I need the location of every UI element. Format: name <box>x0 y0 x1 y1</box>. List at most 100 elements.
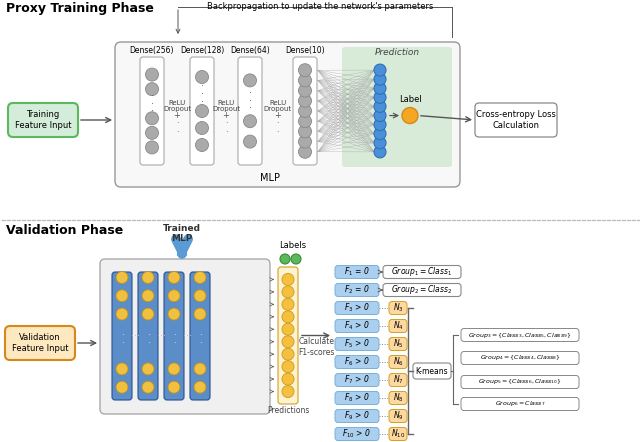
Text: $N_{3}$: $N_{3}$ <box>393 302 403 314</box>
Text: $Group_{2} = Class_{2}$: $Group_{2} = Class_{2}$ <box>391 283 452 297</box>
FancyBboxPatch shape <box>475 103 557 137</box>
Text: ·
·
·: · · · <box>248 88 252 114</box>
Circle shape <box>116 271 128 283</box>
Text: $Group_{1} = Class_{1}$: $Group_{1} = Class_{1}$ <box>391 266 452 278</box>
Circle shape <box>194 381 206 393</box>
Text: ·
·: · · <box>121 332 124 348</box>
FancyBboxPatch shape <box>335 320 379 332</box>
FancyBboxPatch shape <box>461 328 579 342</box>
Text: ·
·: · · <box>198 332 202 348</box>
Text: $F_{2}$ = 0: $F_{2}$ = 0 <box>344 284 370 296</box>
Text: Dense(128): Dense(128) <box>180 46 224 55</box>
Circle shape <box>243 74 257 87</box>
Text: $F_{8}$ > 0: $F_{8}$ > 0 <box>344 392 370 404</box>
Text: Validation Phase: Validation Phase <box>6 224 124 237</box>
Circle shape <box>116 308 128 320</box>
FancyBboxPatch shape <box>335 409 379 423</box>
Text: $F_{7}$ > 0: $F_{7}$ > 0 <box>344 374 370 386</box>
FancyBboxPatch shape <box>389 373 407 386</box>
Circle shape <box>243 115 257 128</box>
Text: ···: ··· <box>182 331 191 341</box>
Circle shape <box>374 82 386 94</box>
Circle shape <box>145 83 159 95</box>
Circle shape <box>194 271 206 283</box>
Circle shape <box>298 74 312 87</box>
Text: ·
·: · · <box>147 332 149 348</box>
FancyBboxPatch shape <box>389 320 407 332</box>
Text: $N_{5}$: $N_{5}$ <box>393 338 403 350</box>
FancyBboxPatch shape <box>335 338 379 351</box>
Circle shape <box>168 308 180 320</box>
Text: ·
·: · · <box>173 332 175 348</box>
Circle shape <box>116 290 128 302</box>
FancyBboxPatch shape <box>190 272 210 400</box>
Text: $F_{1}$ = 0: $F_{1}$ = 0 <box>344 266 370 278</box>
Text: $N_{9}$: $N_{9}$ <box>393 410 403 422</box>
Circle shape <box>282 336 294 348</box>
FancyBboxPatch shape <box>100 259 270 414</box>
FancyBboxPatch shape <box>389 427 407 441</box>
Text: $N_{10}$: $N_{10}$ <box>391 428 405 440</box>
Text: Dense(64): Dense(64) <box>230 46 270 55</box>
Text: $Group_4 = \{Class_4, Class_8\}$: $Group_4 = \{Class_4, Class_8\}$ <box>479 354 561 362</box>
Text: ·
·
·: · · · <box>200 81 204 107</box>
FancyBboxPatch shape <box>389 409 407 423</box>
FancyBboxPatch shape <box>389 338 407 351</box>
Circle shape <box>374 64 386 76</box>
Circle shape <box>195 104 209 118</box>
FancyBboxPatch shape <box>383 266 461 278</box>
Circle shape <box>142 308 154 320</box>
FancyBboxPatch shape <box>0 220 640 442</box>
FancyBboxPatch shape <box>413 363 451 379</box>
FancyBboxPatch shape <box>335 373 379 386</box>
Text: ReLU
Dropout: ReLU Dropout <box>264 100 292 112</box>
Text: $N_{4}$: $N_{4}$ <box>392 320 403 332</box>
Text: Label: Label <box>399 95 421 103</box>
Circle shape <box>168 381 180 393</box>
Circle shape <box>282 385 294 397</box>
Text: ·
·
·: · · · <box>150 91 154 116</box>
Circle shape <box>374 91 386 103</box>
Circle shape <box>374 128 386 140</box>
Text: $N_{6}$: $N_{6}$ <box>392 356 403 368</box>
Circle shape <box>374 100 386 112</box>
Circle shape <box>145 126 159 139</box>
Circle shape <box>374 110 386 122</box>
Circle shape <box>195 138 209 152</box>
FancyBboxPatch shape <box>335 355 379 369</box>
Circle shape <box>298 94 312 107</box>
FancyBboxPatch shape <box>335 301 379 315</box>
Text: Dense(256): Dense(256) <box>130 46 174 55</box>
Text: Backpropagation to update the network's parameters: Backpropagation to update the network's … <box>207 2 433 11</box>
FancyBboxPatch shape <box>461 397 579 411</box>
Circle shape <box>142 381 154 393</box>
Circle shape <box>298 64 312 77</box>
Text: $Group_3 = \{Class_3, Class_5, Class_9\}$: $Group_3 = \{Class_3, Class_5, Class_9\}… <box>468 331 572 339</box>
Text: +
·
·: + · · <box>223 110 229 137</box>
Circle shape <box>374 146 386 158</box>
FancyBboxPatch shape <box>389 301 407 315</box>
Text: $F_{6}$ > 0: $F_{6}$ > 0 <box>344 356 370 368</box>
Circle shape <box>168 363 180 375</box>
Circle shape <box>298 135 312 148</box>
FancyBboxPatch shape <box>461 351 579 365</box>
FancyBboxPatch shape <box>461 376 579 389</box>
Text: Dense(10): Dense(10) <box>285 46 325 55</box>
Text: ···: ··· <box>131 331 140 341</box>
Circle shape <box>280 254 290 264</box>
Text: $Group_6 = Class_7$: $Group_6 = Class_7$ <box>495 400 545 408</box>
Circle shape <box>282 311 294 323</box>
Text: Validation
Feature Input: Validation Feature Input <box>12 333 68 353</box>
Circle shape <box>195 122 209 134</box>
FancyBboxPatch shape <box>5 326 75 360</box>
Circle shape <box>116 381 128 393</box>
FancyBboxPatch shape <box>293 57 317 165</box>
Text: $F_{5}$ > 0: $F_{5}$ > 0 <box>344 338 370 350</box>
Circle shape <box>374 118 386 131</box>
Text: K-means: K-means <box>416 366 448 376</box>
Text: +
·
·: + · · <box>274 110 281 137</box>
Circle shape <box>298 84 312 97</box>
Text: $F_{10}$ > 0: $F_{10}$ > 0 <box>342 428 372 440</box>
Circle shape <box>116 363 128 375</box>
FancyBboxPatch shape <box>383 283 461 297</box>
